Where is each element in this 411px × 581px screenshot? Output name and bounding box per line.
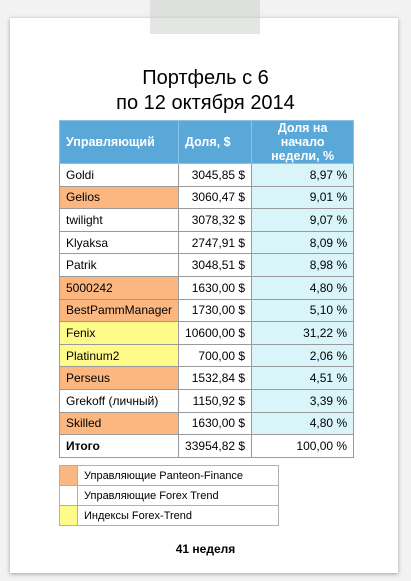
share-value: 2747,91 $ [178,230,253,255]
table-row: Grekoff (личный) 1150,92 $3,39 % [58,388,355,413]
manager-name: Grekoff (личный) [58,388,180,413]
total-pct: 100,00 % [251,434,355,458]
share-value: 1150,92 $ [178,388,253,413]
share-value: 3060,47 $ [178,185,253,210]
header-share: Доля, $ [178,120,253,164]
share-pct-value: 4,80 % [251,411,355,436]
share-pct-value: 4,80 % [251,275,355,300]
manager-name: Platinum2 [58,343,180,368]
share-pct-value: 9,01 % [251,185,355,210]
table-row: Skilled 1630,00 $4,80 % [58,411,355,436]
table-row: 5000242 1630,00 $4,80 % [58,275,355,300]
legend-swatch [59,465,78,486]
share-pct-value: 2,06 % [251,343,355,368]
page-title-line2: по 12 октября 2014 [116,92,295,114]
share-pct-value: 5,10 % [251,298,355,323]
share-value: 1532,84 $ [178,366,253,390]
page-title-line1: Портфель с 6 [142,67,269,89]
manager-name: Gelios [58,185,180,210]
portfolio-table: Управляющий Доля, $ Доля на начало недел… [58,120,355,458]
share-pct-value: 31,22 % [251,321,355,345]
manager-name: Klyaksa [58,230,180,255]
table-row: Goldi 3045,85 $8,97 % [58,163,355,187]
table-row: Klyaksa 2747,91 $8,09 % [58,230,355,255]
legend-swatch [59,485,78,506]
header-share-pct: Доля на начало недели, % [251,120,355,164]
share-value: 10600,00 $ [178,321,253,345]
share-value: 1630,00 $ [178,411,253,436]
share-value: 3078,32 $ [178,208,253,232]
manager-name: Patrik [58,253,180,277]
share-pct-value: 8,97 % [251,163,355,187]
share-pct-value: 4,51 % [251,366,355,390]
share-value: 3048,51 $ [178,253,253,277]
manager-name: BestPammManager [58,298,180,323]
manager-name: Fenix [58,321,180,345]
total-row: Итого 33954,82 $100,00 % [58,434,355,458]
manager-name: Skilled [58,411,180,436]
manager-name: twilight [58,208,180,232]
total-label: Итого [58,434,180,458]
table-row: Patrik 3048,51 $8,98 % [58,253,355,277]
manager-name: Perseus [58,366,180,390]
legend-swatch [59,505,78,526]
manager-name: 5000242 [58,275,180,300]
tape-strip [150,0,260,34]
share-value: 3045,85 $ [178,163,253,187]
share-value: 700,00 $ [178,343,253,368]
share-pct-value: 9,07 % [251,208,355,232]
legend-item: Управляющие Panteon-Finance [59,465,279,486]
legend-label: Управляющие Panteon-Finance [77,465,279,486]
share-pct-value: 8,98 % [251,253,355,277]
manager-name: Goldi [58,163,180,187]
table-row: Platinum2 700,00 $2,06 % [58,343,355,368]
table-row: Fenix 10600,00 $31,22 % [58,321,355,345]
legend-label: Управляющие Forex Trend [77,485,279,506]
share-pct-value: 8,09 % [251,230,355,255]
table-row: BestPammManager 1730,00 $5,10 % [58,298,355,323]
legend-item: Индексы Forex-Trend [59,505,279,526]
table-header-row: Управляющий Доля, $ Доля на начало недел… [58,120,355,164]
header-manager: Управляющий [58,120,180,164]
share-value: 1630,00 $ [178,275,253,300]
table-row: Perseus 1532,84 $4,51 % [58,366,355,390]
total-share: 33954,82 $ [178,434,253,458]
week-label: 41 неделя [175,542,236,556]
share-pct-value: 3,39 % [251,388,355,413]
table-row: Gelios 3060,47 $9,01 % [58,185,355,210]
share-value: 1730,00 $ [178,298,253,323]
legend-item: Управляющие Forex Trend [59,485,279,506]
legend-label: Индексы Forex-Trend [77,505,279,526]
table-row: twilight 3078,32 $9,07 % [58,208,355,232]
legend-table: Управляющие Panteon-Finance Управляющие F… [59,465,279,526]
